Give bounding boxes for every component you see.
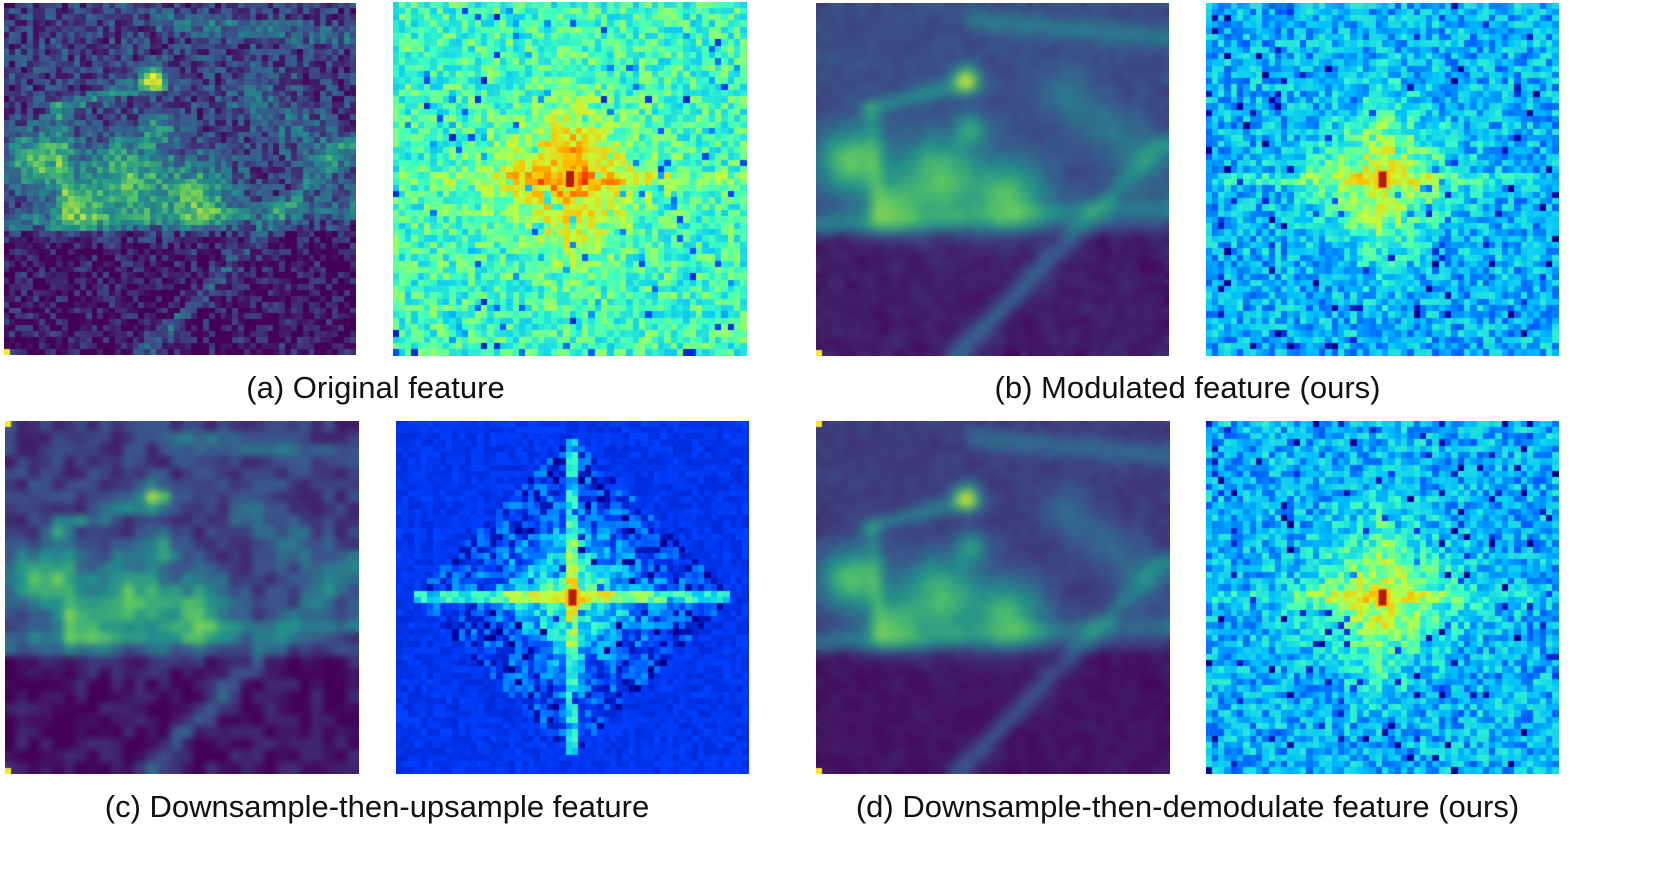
downsample-upsample-feature-spectrum <box>396 421 749 774</box>
modulated-feature-spectrum <box>1206 3 1559 356</box>
caption-a: (a) Original feature <box>246 370 505 405</box>
downsample-demodulate-feature-spectrum <box>1206 421 1559 774</box>
caption-b: (b) Modulated feature (ours) <box>994 370 1381 405</box>
caption-d: (d) Downsample-then-demodulate feature (… <box>855 789 1520 824</box>
original-feature-map <box>4 3 356 355</box>
downsample-demodulate-feature-map <box>816 421 1170 774</box>
modulated-feature-map <box>816 3 1169 356</box>
original-feature-spectrum <box>393 2 747 356</box>
caption-c: (c) Downsample-then-upsample feature <box>104 789 650 824</box>
downsample-upsample-feature-map <box>5 421 359 774</box>
